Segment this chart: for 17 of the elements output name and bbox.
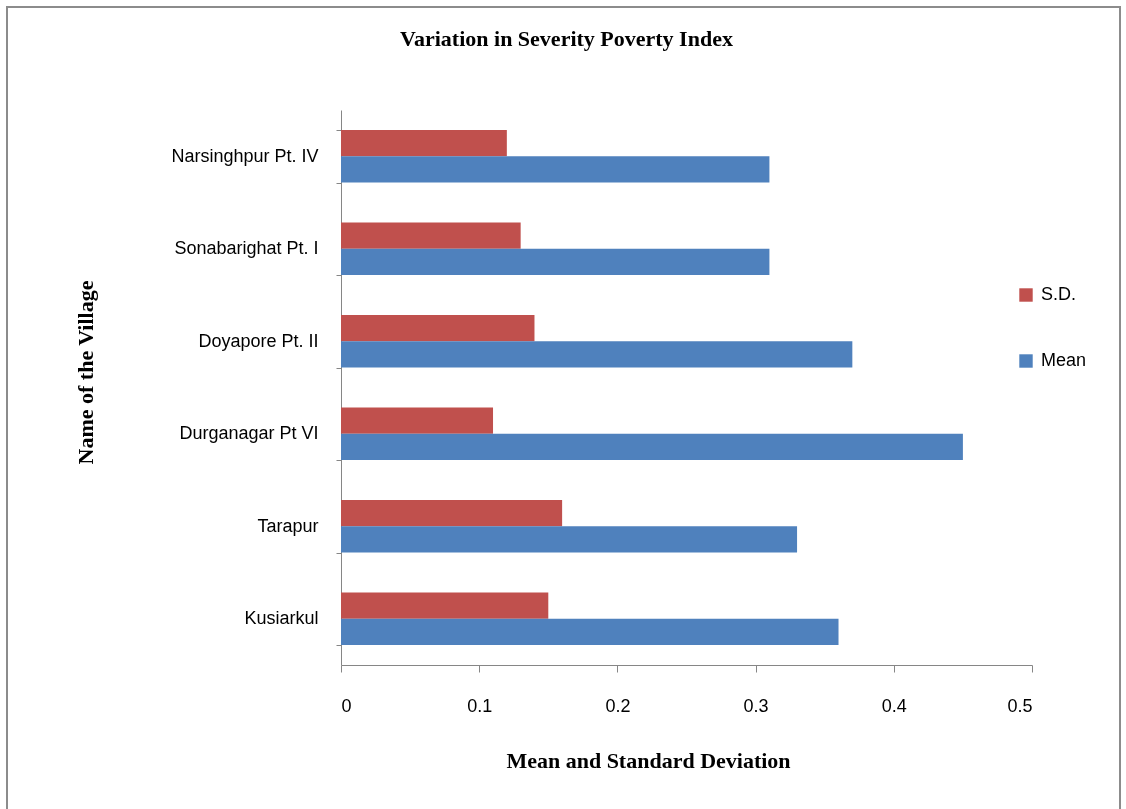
x-tick-label: 0 [341, 695, 352, 716]
x-tick-label: 0.3 [743, 695, 769, 716]
y-tick-label: Tarapur [257, 515, 319, 536]
y-tick-label: Sonabarighat Pt. I [174, 238, 319, 259]
legend-label: Mean [1041, 350, 1087, 370]
x-tick-label: 0.5 [1007, 695, 1033, 716]
x-tick-label: 0.2 [605, 695, 631, 716]
y-tick-label: Durganagar Pt VI [179, 423, 319, 444]
x-tick-label: 0.1 [467, 695, 493, 716]
y-axis-title: Name of the Village [72, 280, 98, 465]
y-tick-label: Narsinghpur Pt. IV [171, 145, 319, 166]
x-axis-title: Mean and Standard Deviation [506, 747, 791, 773]
chart-title: Variation in Severity Poverty Index [400, 26, 733, 51]
y-tick-label: Doyapore Pt. II [198, 330, 319, 351]
legend-label: S.D. [1041, 284, 1077, 304]
y-tick-label: Kusiarkul [244, 608, 319, 629]
x-tick-label: 0.4 [881, 695, 907, 716]
